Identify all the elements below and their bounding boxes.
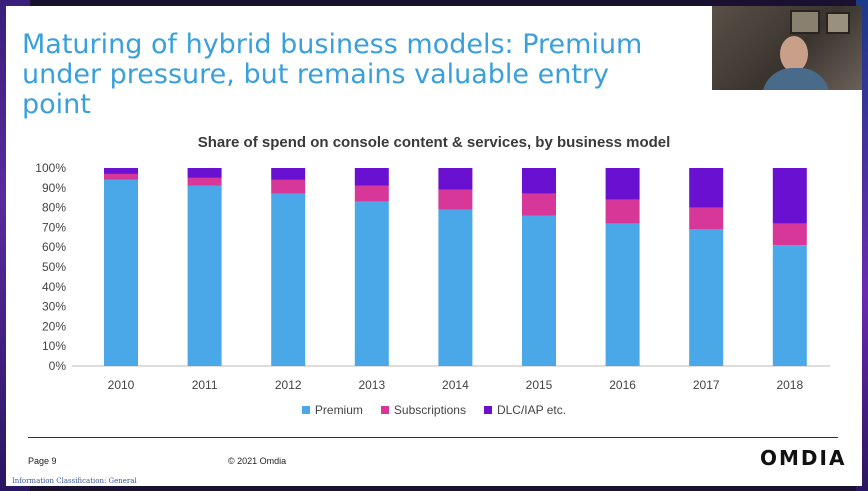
stacked-bar-chart: 0% 10% 20% 30% 40% 50% 60% 70% 80% 90% 100% 2010 201… — [35, 161, 830, 392]
legend-swatch-subscriptions — [380, 406, 389, 414]
bar-dlc-2014 — [438, 168, 473, 190]
webcam-video — [712, 6, 862, 90]
bar-subscriptions-2017 — [689, 207, 724, 230]
y-tick-label: 20% — [42, 319, 66, 333]
bar-dlc-2010 — [104, 168, 138, 174]
chart-legend: Premium Subscriptions DLC/IAP etc. — [0, 403, 868, 417]
bar-subscriptions-2015 — [522, 193, 556, 216]
bar-dlc-2012 — [271, 168, 306, 180]
bar-dlc-2017 — [689, 168, 724, 208]
slide-title-line1: Maturing of hybrid business models: Prem… — [22, 29, 643, 60]
x-tick-label: 2018 — [776, 378, 803, 392]
y-tick-label: 40% — [42, 280, 66, 294]
x-tick-label: 2010 — [108, 378, 135, 392]
omdia-logo: OMDIA — [760, 446, 847, 470]
bar-premium-2015 — [522, 215, 556, 366]
bar-dlc-2015 — [522, 168, 556, 194]
x-tick-label: 2014 — [442, 378, 469, 392]
bar-premium-2012 — [271, 193, 306, 366]
y-tick-label: 10% — [42, 339, 66, 353]
page-number: Page 9 — [28, 456, 57, 466]
y-tick-label: 0% — [49, 359, 67, 373]
legend-item-premium: Premium — [301, 403, 363, 417]
legend-label-premium: Premium — [314, 403, 363, 417]
bar-dlc-2018 — [772, 168, 807, 224]
bar-dlc-2013 — [354, 168, 389, 186]
classification-label: Information Classification: General — [12, 477, 137, 485]
footer-divider — [28, 437, 838, 438]
x-tick-label: 2012 — [275, 378, 302, 392]
y-tick-label: 30% — [42, 300, 66, 314]
bar-subscriptions-2014 — [438, 189, 473, 210]
bar-premium-2018 — [772, 245, 807, 366]
bar-premium-2013 — [354, 201, 389, 366]
bar-dlc-2011 — [187, 168, 222, 178]
bar-subscriptions-2011 — [187, 177, 222, 186]
bar-subscriptions-2016 — [605, 199, 640, 224]
bar-premium-2017 — [689, 229, 724, 366]
x-tick-label: 2013 — [358, 378, 385, 392]
copyright: © 2021 Omdia — [228, 456, 287, 466]
x-tick-label: 2017 — [693, 378, 720, 392]
y-tick-label: 70% — [42, 220, 66, 234]
y-tick-label: 100% — [35, 161, 66, 175]
y-tick-label: 90% — [42, 181, 66, 195]
x-tick-label: 2015 — [526, 378, 553, 392]
bar-subscriptions-2013 — [354, 185, 389, 202]
x-tick-label: 2016 — [609, 378, 636, 392]
slide-title: Maturing of hybrid business models: Prem… — [22, 30, 682, 120]
picture-frame-icon — [826, 12, 850, 34]
y-tick-label: 50% — [42, 260, 66, 274]
slide-title-line2: under pressure, but remains valuable ent… — [22, 59, 609, 120]
legend-swatch-dlc — [483, 406, 492, 414]
bar-subscriptions-2012 — [271, 179, 306, 194]
presenter-body — [762, 68, 830, 90]
legend-label-dlc: DLC/IAP etc. — [496, 403, 567, 417]
legend-item-subscriptions: Subscriptions — [380, 403, 466, 417]
chart-title: Share of spend on console content & serv… — [197, 134, 671, 151]
legend-item-dlc: DLC/IAP etc. — [483, 403, 567, 417]
x-tick-label: 2011 — [192, 378, 218, 392]
presenter-head — [780, 36, 808, 72]
y-tick-label: 60% — [42, 240, 66, 254]
legend-swatch-premium — [301, 406, 310, 414]
bar-premium-2016 — [605, 223, 640, 366]
bar-subscriptions-2018 — [772, 223, 807, 246]
bar-dlc-2016 — [605, 168, 640, 200]
bar-premium-2011 — [187, 185, 222, 366]
bar-premium-2010 — [104, 179, 138, 366]
legend-label-subscriptions: Subscriptions — [393, 403, 466, 417]
bar-premium-2014 — [438, 209, 473, 366]
picture-frame-icon — [790, 10, 820, 34]
y-tick-label: 80% — [42, 201, 66, 215]
bar-subscriptions-2010 — [104, 173, 138, 180]
